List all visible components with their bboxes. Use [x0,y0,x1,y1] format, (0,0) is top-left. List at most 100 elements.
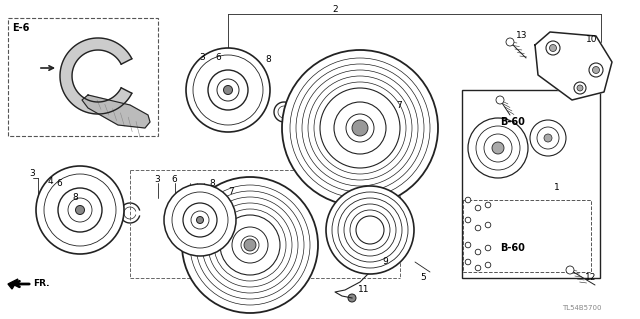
Circle shape [332,192,408,268]
Circle shape [589,63,603,77]
Circle shape [350,210,390,250]
Polygon shape [8,279,18,289]
Polygon shape [535,32,612,100]
Text: 1: 1 [554,183,560,192]
Circle shape [348,294,356,302]
Circle shape [346,114,374,142]
Circle shape [356,216,384,244]
Circle shape [107,209,109,211]
Circle shape [58,188,102,232]
Text: 11: 11 [358,286,369,294]
Text: FR.: FR. [33,278,49,287]
Circle shape [210,238,212,240]
Circle shape [465,217,471,223]
Circle shape [210,200,212,202]
Text: 12: 12 [585,273,596,283]
Text: 8: 8 [72,194,77,203]
Text: B-60: B-60 [500,117,525,127]
Circle shape [475,265,481,271]
Circle shape [302,70,418,186]
Bar [8,18,158,136]
Circle shape [468,118,528,178]
Circle shape [334,102,386,154]
Circle shape [196,191,304,299]
Text: 3: 3 [154,174,160,183]
Circle shape [208,70,248,110]
Circle shape [465,242,471,248]
Circle shape [577,85,583,91]
Text: TL54B5700: TL54B5700 [562,305,602,311]
Circle shape [188,200,190,202]
Text: 3: 3 [199,54,205,63]
Circle shape [496,96,504,104]
Circle shape [202,197,298,293]
Circle shape [240,112,243,115]
Circle shape [36,166,124,254]
Circle shape [485,222,491,228]
Circle shape [326,186,414,274]
Circle shape [244,239,256,251]
Text: 7: 7 [396,100,402,109]
Circle shape [63,183,68,188]
Text: 5: 5 [420,273,426,283]
Text: B-60: B-60 [500,243,525,253]
Circle shape [92,183,97,188]
Circle shape [213,112,216,115]
Circle shape [214,209,286,281]
Circle shape [209,198,214,204]
Text: 9: 9 [382,257,388,266]
Circle shape [465,197,471,203]
Bar [463,200,591,272]
Circle shape [65,233,67,235]
Circle shape [253,89,256,91]
Circle shape [232,227,268,263]
Circle shape [175,218,180,222]
Circle shape [485,245,491,251]
Bar [462,90,600,278]
Circle shape [188,238,190,240]
Text: 10: 10 [586,35,598,44]
Circle shape [51,209,53,211]
Circle shape [290,58,430,198]
Circle shape [65,184,67,187]
Circle shape [190,185,310,305]
Circle shape [186,237,191,241]
Circle shape [506,38,514,46]
Circle shape [186,198,191,204]
Text: 13: 13 [516,32,527,41]
Text: 6: 6 [215,54,221,63]
Circle shape [68,198,92,222]
Circle shape [546,41,560,55]
Circle shape [240,65,243,68]
Text: 8: 8 [265,56,271,64]
Circle shape [282,50,438,206]
Circle shape [186,48,270,132]
Circle shape [200,89,202,91]
Circle shape [183,203,217,237]
Circle shape [574,82,586,94]
Circle shape [314,82,406,174]
Circle shape [217,79,239,101]
Circle shape [475,225,481,231]
Text: 6: 6 [171,174,177,183]
Text: 7: 7 [228,188,234,197]
Circle shape [475,205,481,211]
Circle shape [476,126,520,170]
Circle shape [49,207,54,212]
Circle shape [164,184,236,256]
Circle shape [593,66,600,73]
Circle shape [544,134,552,142]
Circle shape [344,204,396,256]
Circle shape [537,127,559,149]
Circle shape [182,177,318,313]
Text: 8: 8 [209,179,215,188]
Circle shape [212,111,217,116]
Circle shape [352,120,368,136]
Circle shape [475,249,481,255]
Circle shape [44,174,116,246]
Polygon shape [82,95,150,128]
Circle shape [485,202,491,208]
Circle shape [338,198,402,262]
Circle shape [239,111,244,116]
Circle shape [193,55,263,125]
